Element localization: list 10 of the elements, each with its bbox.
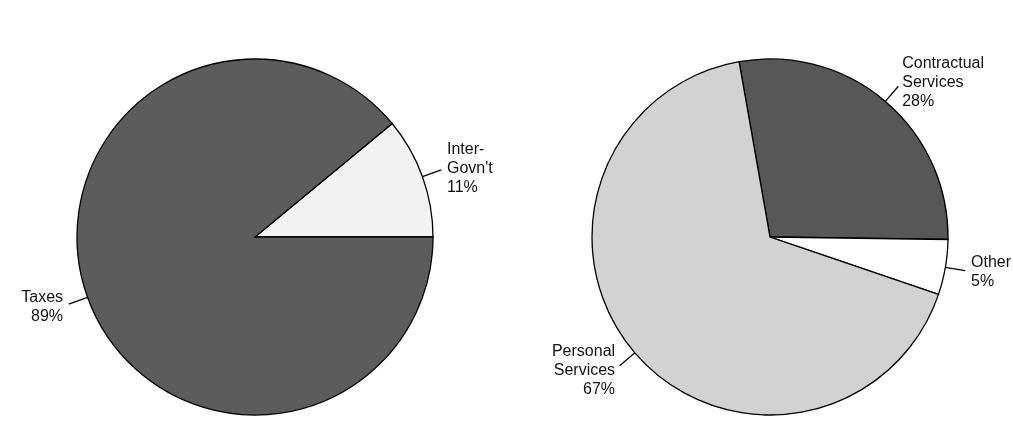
slice-label: Inter-Govn't [446, 139, 494, 176]
slice-label: Contractual Services [902, 53, 985, 90]
data-label: 5% [971, 272, 995, 290]
slice-label: Other [971, 253, 1012, 271]
data-label: 67% [583, 379, 616, 397]
slice-label: Taxes [21, 287, 64, 305]
slice-label: Personal Services [551, 341, 616, 378]
data-label: 28% [902, 91, 935, 109]
data-label: 11% [446, 177, 478, 195]
data-label: 89% [31, 306, 64, 324]
